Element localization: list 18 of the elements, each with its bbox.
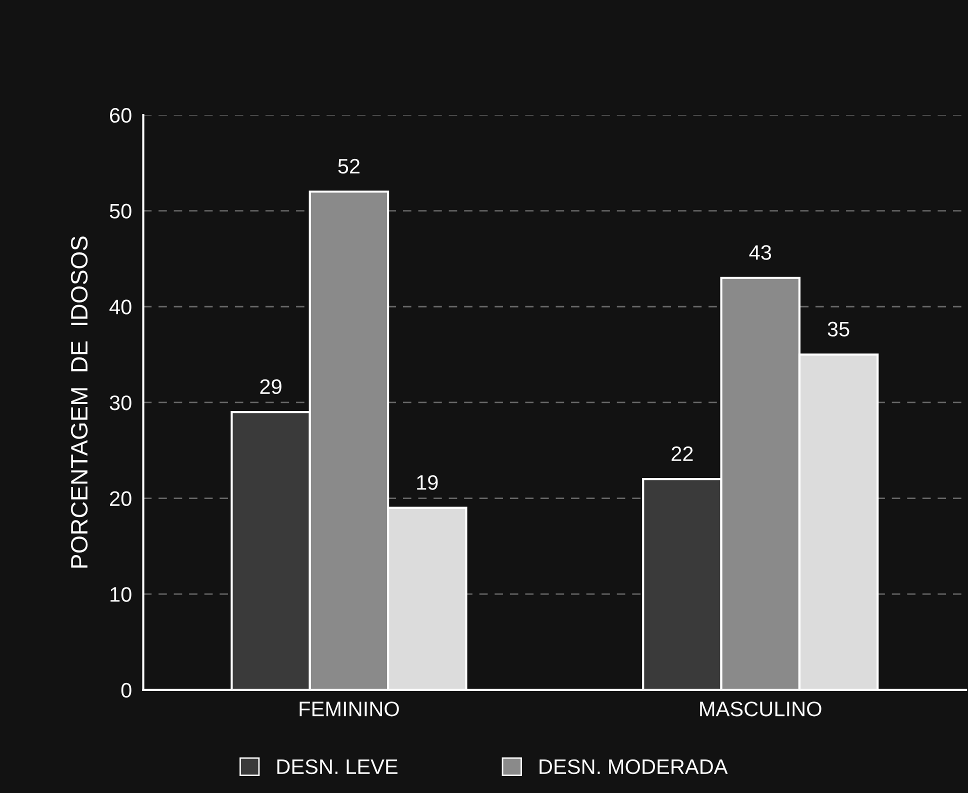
y-tick-label: 0 [121,682,132,698]
legend-label: DESN. LEVE [277,759,398,774]
data-label: 22 [672,446,693,461]
y-tick-label: 40 [109,300,132,314]
data-label: 52 [338,158,360,174]
data-label: 35 [828,322,850,337]
data-label: 19 [417,475,438,490]
y-tick-label: 60 [110,108,132,123]
x-tick-label: MASCULINO [700,702,822,716]
x-tick-label: FEMININO [300,702,399,716]
legend-label: DESN. MODERADA [540,759,728,774]
y-tick-label: 20 [110,491,132,506]
y-tick-label: 30 [110,395,132,410]
data-label: 43 [749,245,772,260]
data-label: 29 [260,379,282,394]
y-tick-label: 10 [110,587,132,602]
y-axis-title: PORCENTAGEM DE IDOSOS [70,236,88,568]
y-tick-label: 50 [110,204,132,219]
